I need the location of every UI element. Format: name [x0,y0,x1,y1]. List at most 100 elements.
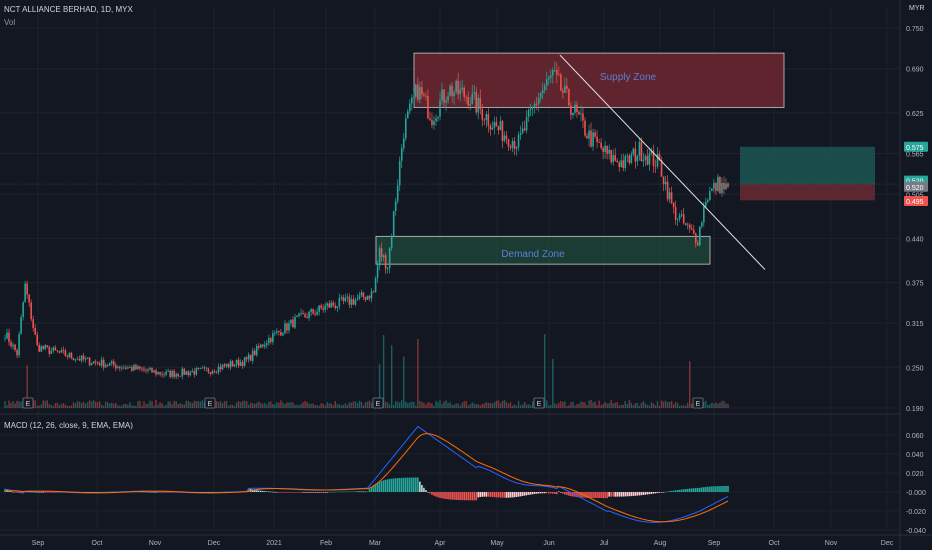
volume-bar [513,404,516,408]
candle-body [334,305,337,308]
candle-body [108,363,111,366]
candle-body [34,327,37,335]
volume-bar [249,402,252,408]
macd-histogram-bar [292,492,294,493]
candle-body [676,219,679,220]
volume-bar [395,401,397,408]
candle-body [241,362,244,366]
macd-histogram-bar [56,492,59,493]
volume-bar [197,401,200,408]
candle-body [425,95,427,97]
macd-histogram-bar [471,492,474,501]
macd-histogram-bar [664,491,667,493]
macd-histogram-bar [650,492,653,494]
volume-bar [570,402,572,408]
earnings-marker [204,397,216,409]
candle-body [159,372,161,375]
macd-histogram-bar [495,492,498,498]
candle-body [118,366,121,369]
volume-bar [666,401,669,408]
volume-bar [366,401,369,408]
candle-body [116,366,119,369]
candle-body [709,191,711,201]
candle-body [390,236,393,248]
volume-bar [392,404,395,408]
candle-body [306,317,308,319]
volume-bar [137,400,139,408]
volume-bar [4,401,6,408]
candle-body [670,192,673,203]
candle-body [547,77,550,80]
candle-body [429,118,431,121]
macd-histogram-bar [682,489,685,492]
demand-zone [375,235,711,265]
macd-histogram-bar [431,492,433,495]
volume-bar [42,400,44,408]
candle-body [616,160,619,163]
volume-bar [719,402,721,408]
macd-histogram-bar [600,492,602,499]
volume-bar [38,405,40,408]
volume-bar [90,401,93,408]
volume-bar [491,403,494,408]
candle-body [622,160,625,168]
macd-histogram-bar [149,491,151,493]
volume-bar [584,402,586,408]
candle-body [30,302,32,320]
candle-body [121,367,123,369]
macd-histogram-bar [610,492,612,497]
volume-bar [691,403,693,408]
macd-histogram-bar [388,478,391,492]
candle-body [92,361,95,364]
volume-bar [264,403,266,408]
volume-bar [241,400,244,408]
macd-histogram-bar [630,492,633,497]
macd-histogram-bar [709,486,711,492]
candle-body [701,222,703,227]
candle-body [284,323,286,334]
macd-histogram-bar [306,492,308,493]
candle-body [489,125,492,130]
macd-histogram-bar [159,492,161,493]
macd-histogram-bar [686,488,689,492]
price-tick-label: 0.565 [906,152,924,159]
volume-bar [258,401,260,408]
time-tick-label: Sep [32,540,45,547]
volume-bar [610,400,612,408]
candle-body [662,176,665,185]
volume-bar [471,402,473,408]
volume-bar [266,404,268,408]
volume-bar [169,401,171,408]
candle-body [368,295,371,299]
volume-bar [78,401,81,408]
volume-bar [306,402,308,408]
macd-histogram-bar [153,491,155,493]
macd-histogram-bar [382,480,385,492]
volume-bar [135,405,137,408]
macd-histogram-bar [469,492,472,501]
macd-histogram-bar [411,477,413,492]
candle-body [437,116,439,119]
candle-body [713,183,715,189]
candle-body [257,345,260,348]
candle-body [582,113,584,121]
volume-bar [521,404,524,408]
candle-body [312,309,314,314]
macd-histogram-bar [310,492,312,493]
volume-bar [670,400,673,408]
time-tick-label: Nov [825,540,838,547]
macd-histogram-bar [612,492,615,497]
macd-histogram-bar [18,492,20,493]
macd-histogram-bar [654,492,657,494]
candle-body [175,373,177,377]
volume-bar [16,400,18,408]
volume-bar [455,403,457,408]
candle-body [388,247,391,269]
candle-body [551,70,554,76]
volume-bar [274,404,276,408]
macd-histogram-bar [330,491,333,493]
macd-histogram-bar [666,491,669,493]
macd-histogram-bar [684,488,687,492]
macd-histogram-bar [40,491,43,493]
